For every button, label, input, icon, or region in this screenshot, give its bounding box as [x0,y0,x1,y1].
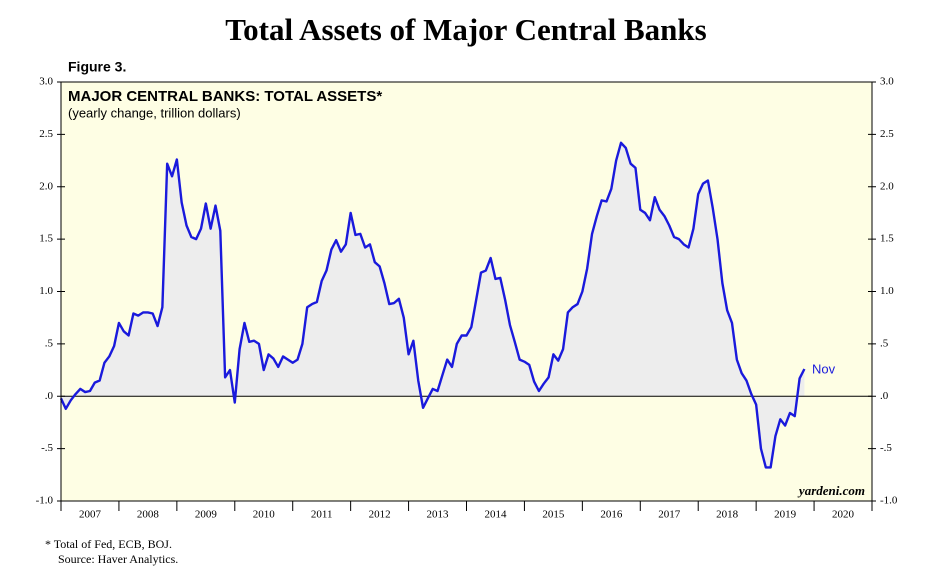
watermark: yardeni.com [797,483,865,498]
y-tick-label: -.5 [41,442,53,454]
x-tick-label: 2014 [484,509,507,521]
x-tick-label: 2007 [79,509,102,521]
x-tick-label: 2020 [832,509,855,521]
y-tick-label: 2.5 [39,128,53,140]
annotation: Nov [812,361,836,376]
x-tick-label: 2011 [311,509,333,521]
figure-label: Figure 3. [68,59,126,75]
x-tick-label: 2016 [600,509,623,521]
y2-tick-label: 3.0 [880,76,894,88]
plot-area: 3.0 2.5 2.0 1.5 1.0 .5 .0 -.5 -1.0 3.0 2.5 2.0 1.5 1.… [36,76,898,521]
y-tick-label: 2.0 [39,180,53,192]
x-tick-label: 2015 [542,509,565,521]
footnote: Source: Haver Analytics. [58,552,178,566]
y-tick-label: 1.0 [39,285,53,297]
y-tick-label: 1.5 [39,233,53,245]
y2-tick-label: -1.0 [880,495,898,507]
x-tick-label: 2018 [716,509,739,521]
footnote: * Total of Fed, ECB, BOJ. [45,537,172,551]
y-tick-label: .5 [45,337,54,349]
x-tick-label: 2010 [253,509,276,521]
chart-title: Total Assets of Major Central Banks [225,12,706,47]
y2-tick-label: -.5 [880,442,892,454]
x-tick-label: 2013 [427,509,450,521]
line [59,141,806,469]
x-tick-label: 2017 [658,509,681,521]
y2-tick-label: 1.0 [880,285,894,297]
x-tick-label: 2009 [195,509,218,521]
y2-tick-label: 1.5 [880,233,894,245]
y-tick-label: .0 [45,390,54,402]
area [61,142,805,468]
y-tick-label: 3.0 [39,76,53,88]
x-tick-label: 2019 [774,509,797,521]
y2-tick-label: .0 [880,390,889,402]
x-tick-label: 2012 [369,509,391,521]
y2-tick-label: 2.0 [880,180,894,192]
y2-tick-label: .5 [880,337,889,349]
y-tick-label: -1.0 [36,495,54,507]
x-tick-label: 2008 [137,509,160,521]
subtitle: (yearly change, trillion dollars) [68,105,241,120]
y2-tick-label: 2.5 [880,128,894,140]
inner-title: MAJOR CENTRAL BANKS: TOTAL ASSETS* [68,88,382,105]
